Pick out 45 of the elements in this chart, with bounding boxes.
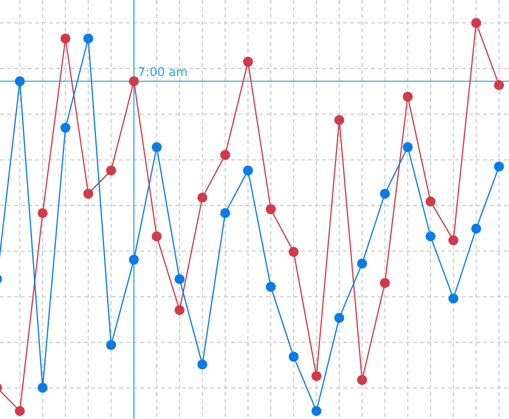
point xyxy=(380,278,390,288)
point xyxy=(128,76,139,86)
point xyxy=(83,188,94,199)
point xyxy=(494,162,504,172)
point xyxy=(334,312,344,323)
point xyxy=(220,150,230,160)
point xyxy=(38,382,48,393)
point xyxy=(334,115,344,125)
point xyxy=(448,235,458,246)
point xyxy=(128,254,139,265)
point xyxy=(357,374,368,385)
point xyxy=(448,293,458,304)
point xyxy=(357,258,368,269)
point xyxy=(288,246,299,257)
point xyxy=(243,165,253,176)
point xyxy=(311,371,322,382)
point xyxy=(220,208,230,218)
point xyxy=(471,224,482,234)
point xyxy=(83,34,94,44)
point xyxy=(402,142,413,152)
point xyxy=(494,80,504,90)
point xyxy=(266,204,276,214)
point xyxy=(266,282,276,292)
point xyxy=(60,34,70,44)
point xyxy=(426,196,436,206)
point xyxy=(38,208,48,218)
point xyxy=(60,122,70,133)
point xyxy=(152,142,162,152)
point xyxy=(197,192,208,203)
point xyxy=(106,165,116,176)
point xyxy=(426,231,436,242)
point xyxy=(174,274,185,284)
point xyxy=(174,305,185,316)
point xyxy=(471,18,482,28)
point xyxy=(14,406,25,416)
point xyxy=(243,56,253,67)
point xyxy=(402,92,413,102)
point xyxy=(106,340,116,350)
point xyxy=(197,359,208,370)
point xyxy=(311,406,322,416)
point xyxy=(152,231,162,242)
point xyxy=(14,76,25,86)
annotation: 7:00 am xyxy=(138,65,188,80)
point xyxy=(288,352,299,362)
point xyxy=(380,188,390,199)
